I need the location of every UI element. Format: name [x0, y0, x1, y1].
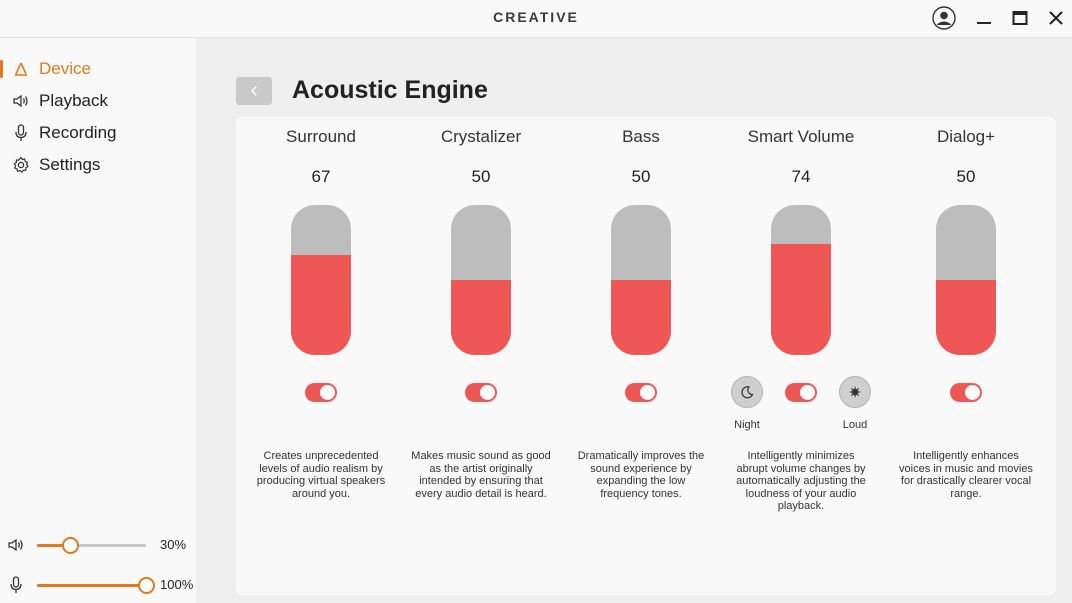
- effect-toggle[interactable]: [950, 383, 982, 402]
- sidebar-item-device[interactable]: Device: [0, 54, 196, 84]
- back-button[interactable]: [236, 77, 272, 105]
- sidebar-item-label: Device: [39, 59, 91, 78]
- toggle-knob: [320, 385, 335, 400]
- sidebar-item-settings[interactable]: Settings: [0, 150, 196, 180]
- effect-level-slider[interactable]: [451, 205, 511, 355]
- effects-panel: Surround 67 Creates unprecedented levels…: [236, 117, 1056, 595]
- maximize-icon: [1012, 11, 1028, 25]
- toggle-knob: [800, 385, 815, 400]
- night-mode-label: Night: [734, 419, 760, 431]
- effect-description: Creates unprecedented levels of audio re…: [256, 450, 386, 500]
- mic-volume-row: 100%: [0, 575, 196, 595]
- minimize-icon: [977, 22, 991, 24]
- effect-dialog-plus: Dialog+ 50 Intelligently enhances voices…: [886, 117, 1046, 595]
- sidebar: Device Playback Recording Settings 30%: [0, 38, 196, 603]
- effect-level-fill: [291, 254, 351, 355]
- speaker-volume-fill: [37, 544, 70, 547]
- mic-volume-slider[interactable]: [37, 577, 155, 594]
- sidebar-item-recording[interactable]: Recording: [0, 118, 196, 148]
- user-icon: [932, 6, 956, 30]
- speaker-volume-handle[interactable]: [61, 537, 79, 554]
- effect-bass: Bass 50 Dramatically improves the sound …: [561, 117, 721, 595]
- microphone-icon[interactable]: [7, 576, 25, 594]
- effect-description: Intelligently minimizes abrupt volume ch…: [736, 450, 866, 512]
- speaker-volume-slider[interactable]: [37, 537, 146, 554]
- effect-level-fill: [611, 280, 671, 355]
- effect-value: 50: [956, 167, 976, 186]
- page-title: Acoustic Engine: [292, 76, 488, 104]
- effect-value: 50: [471, 167, 491, 186]
- mic-volume-value: 100%: [160, 577, 194, 592]
- minimize-button[interactable]: [970, 5, 998, 31]
- toggle-knob: [640, 385, 655, 400]
- effect-crystalizer: Crystalizer 50 Makes music sound as good…: [401, 117, 561, 595]
- effect-name: Dialog+: [936, 127, 996, 146]
- toggle-knob: [965, 385, 980, 400]
- effect-name: Surround: [286, 127, 356, 146]
- maximize-button[interactable]: [1006, 5, 1034, 31]
- title-bar: CREATIVE: [0, 0, 1072, 38]
- sidebar-item-label: Playback: [39, 91, 108, 110]
- effect-name: Smart Volume: [747, 127, 855, 146]
- effect-level-slider[interactable]: [936, 205, 996, 355]
- effect-value: 74: [791, 167, 811, 186]
- effect-toggle[interactable]: [785, 383, 817, 402]
- moon-icon: [741, 386, 754, 399]
- effect-description: Dramatically improves the sound experien…: [577, 450, 705, 500]
- device-icon: [12, 60, 30, 78]
- effect-description: Makes music sound as good as the artist …: [411, 450, 551, 500]
- effect-name: Bass: [622, 127, 660, 146]
- speaker-volume-row: 30%: [0, 535, 196, 555]
- sidebar-item-playback[interactable]: Playback: [0, 86, 196, 116]
- effect-toggle[interactable]: [625, 383, 657, 402]
- loud-mode-label: Loud: [842, 419, 868, 431]
- speaker-icon[interactable]: [7, 536, 25, 554]
- close-icon: [1049, 11, 1063, 25]
- microphone-icon: [12, 124, 30, 142]
- effect-level-slider[interactable]: [771, 205, 831, 355]
- mic-volume-handle[interactable]: [138, 577, 155, 594]
- effect-description: Intelligently enhances voices in music a…: [899, 450, 1033, 500]
- loud-mode-button[interactable]: [839, 376, 871, 408]
- sidebar-item-label: Settings: [39, 155, 101, 174]
- burst-icon: [849, 386, 861, 398]
- effect-level-slider[interactable]: [291, 205, 351, 355]
- close-button[interactable]: [1042, 5, 1070, 31]
- effect-value: 67: [311, 167, 331, 186]
- speaker-volume-value: 30%: [160, 537, 187, 552]
- toggle-knob: [480, 385, 495, 400]
- effect-level-fill: [936, 280, 996, 355]
- effect-surround: Surround 67 Creates unprecedented levels…: [241, 117, 401, 595]
- sidebar-item-label: Recording: [39, 123, 117, 142]
- night-mode-button[interactable]: [731, 376, 763, 408]
- effect-level-fill: [771, 244, 831, 355]
- mic-volume-fill: [37, 584, 146, 587]
- speaker-icon: [12, 92, 30, 110]
- effect-name: Crystalizer: [440, 127, 522, 146]
- effect-toggle[interactable]: [465, 383, 497, 402]
- effect-toggle[interactable]: [305, 383, 337, 402]
- chevron-left-icon: [250, 86, 257, 96]
- effect-level-slider[interactable]: [611, 205, 671, 355]
- gear-icon: [12, 156, 30, 174]
- account-button[interactable]: [930, 5, 958, 31]
- effect-smart-volume: Smart Volume 74 Night Loud Intelligently…: [721, 117, 881, 595]
- brand-logo: CREATIVE: [493, 9, 579, 25]
- effect-level-fill: [451, 280, 511, 355]
- effect-value: 50: [631, 167, 651, 186]
